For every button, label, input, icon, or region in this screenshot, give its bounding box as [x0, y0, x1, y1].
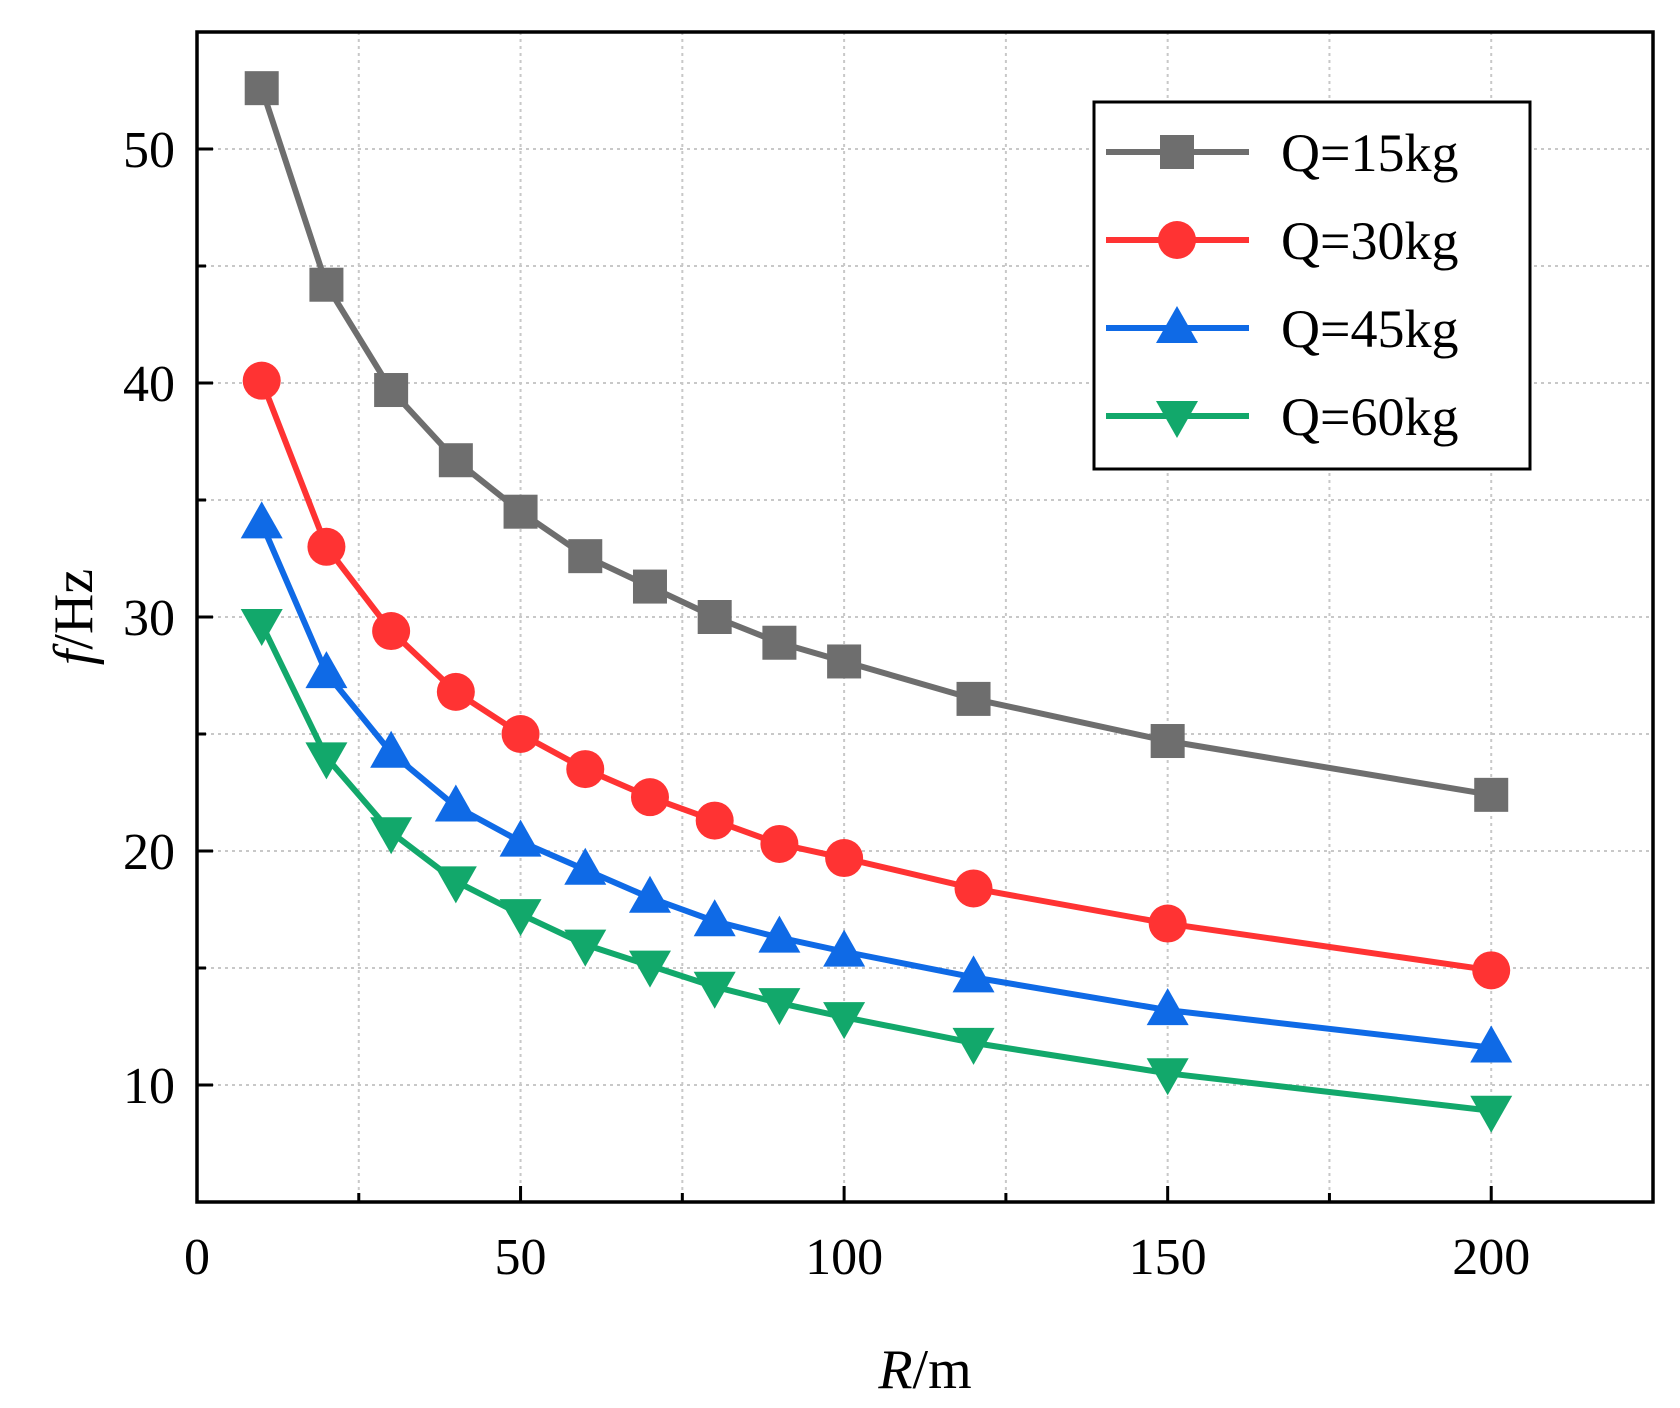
data-point: [438, 443, 473, 478]
data-point: [244, 71, 279, 106]
data-point: [1146, 988, 1189, 1026]
data-point: [1472, 951, 1511, 990]
data-point: [1470, 1095, 1513, 1133]
data-point: [372, 612, 411, 651]
x-tick-label: 150: [1129, 1229, 1207, 1286]
y-tick-label: 40: [123, 356, 175, 413]
data-point: [434, 866, 477, 904]
x-tick-label: 100: [805, 1229, 883, 1286]
data-point: [503, 494, 538, 529]
data-point: [693, 971, 736, 1009]
y-tick-label: 30: [123, 590, 175, 647]
data-point: [697, 600, 732, 634]
x-axis-label-symbol: R: [877, 1339, 912, 1401]
data-point: [499, 899, 542, 937]
data-point: [370, 817, 413, 855]
data-point: [630, 778, 669, 817]
legend-marker: [1160, 135, 1194, 169]
data-point: [242, 361, 281, 400]
legend-label: Q=45kg: [1281, 299, 1458, 359]
data-point: [758, 915, 801, 953]
legend-label: Q=60kg: [1281, 387, 1458, 447]
data-point: [434, 784, 477, 822]
y-axis-label-unit: /Hz: [43, 569, 105, 650]
y-tick-label: 20: [123, 824, 175, 881]
data-point: [695, 801, 734, 840]
series-layer: [240, 71, 1513, 1133]
x-tick-label: 200: [1452, 1229, 1530, 1286]
x-axis-label-unit: /m: [913, 1339, 972, 1401]
data-point: [305, 651, 348, 689]
legend-item: Q=45kg: [1106, 299, 1458, 359]
data-point: [1474, 777, 1509, 812]
data-point: [501, 715, 540, 753]
data-point: [307, 527, 346, 566]
data-point: [693, 899, 736, 937]
data-point: [632, 569, 667, 604]
data-point: [628, 950, 671, 988]
data-point: [823, 929, 866, 967]
data-point: [760, 824, 799, 863]
legend-marker: [1156, 401, 1198, 438]
data-point: [374, 373, 409, 408]
data-point: [956, 681, 991, 716]
data-point: [564, 929, 607, 967]
data-point: [628, 875, 671, 913]
data-point: [240, 609, 283, 647]
y-tick-label: 10: [123, 1058, 175, 1115]
data-point: [499, 819, 542, 857]
data-point: [952, 1027, 995, 1065]
data-point: [566, 750, 605, 789]
data-point: [1146, 1058, 1189, 1096]
data-point: [952, 955, 995, 993]
legend-label: Q=15kg: [1281, 123, 1458, 183]
legend-item: Q=30kg: [1106, 211, 1458, 271]
data-point: [1148, 904, 1187, 943]
data-point: [568, 539, 603, 574]
data-point: [1470, 1025, 1513, 1063]
data-point: [436, 672, 475, 711]
y-axis-label: f/Hz: [43, 569, 105, 665]
legend: Q=15kg Q=30kg Q=45kg Q=60kg: [1092, 100, 1532, 471]
axis-ticks: 0 50 100 150 200 10 20 30 40 50: [123, 122, 1530, 1286]
series-1: [244, 71, 1509, 812]
y-tick-label: 50: [123, 122, 175, 179]
data-point: [309, 267, 344, 302]
legend-marker: [1158, 221, 1196, 259]
series-4: [240, 609, 1513, 1133]
data-point: [370, 730, 413, 768]
series-3: [240, 501, 1513, 1063]
series-2: [242, 361, 1511, 990]
data-point: [305, 742, 348, 780]
data-point: [564, 847, 607, 885]
legend-marker: [1156, 306, 1198, 343]
data-point: [762, 625, 797, 660]
data-point: [825, 839, 864, 878]
legend-label: Q=30kg: [1281, 211, 1458, 271]
data-point: [954, 869, 993, 908]
data-point: [823, 1002, 866, 1040]
data-point: [1150, 724, 1185, 759]
x-axis-label: R/m: [877, 1339, 971, 1401]
legend-item: Q=60kg: [1106, 387, 1458, 447]
x-tick-label: 50: [495, 1229, 547, 1286]
data-point: [240, 501, 283, 539]
x-tick-label: 0: [184, 1229, 210, 1286]
data-point: [827, 644, 862, 679]
legend-item: Q=15kg: [1106, 123, 1458, 183]
data-point: [758, 988, 801, 1026]
